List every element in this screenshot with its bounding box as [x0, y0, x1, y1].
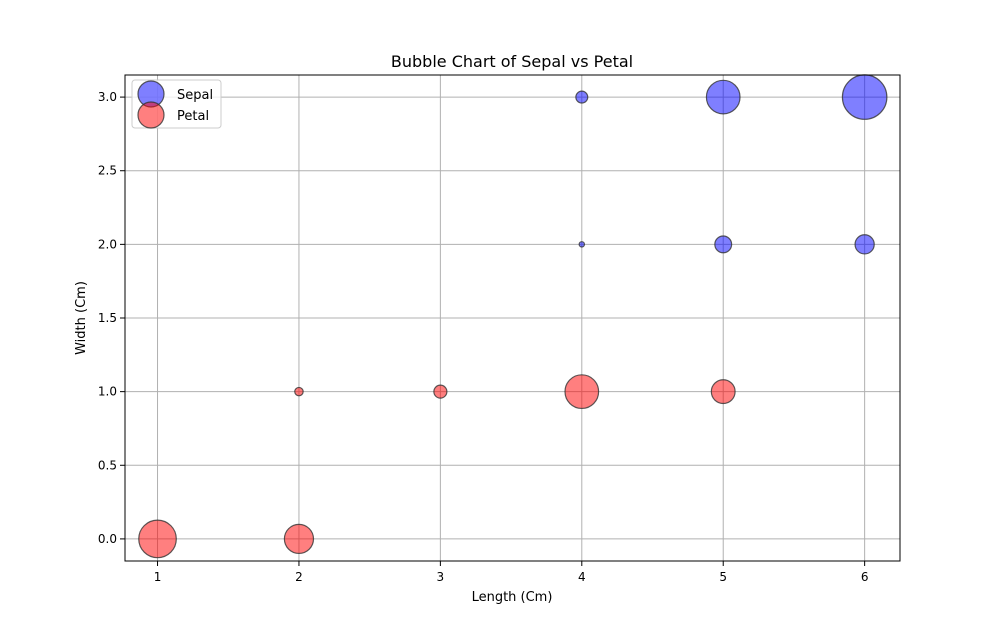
- y-tick-label: 1.5: [98, 311, 117, 325]
- grid-lines: [125, 75, 900, 561]
- x-tick-label: 2: [295, 570, 303, 584]
- petal-bubble: [710, 379, 736, 405]
- x-tick-label: 4: [578, 570, 586, 584]
- y-tick-label: 3.0: [98, 90, 117, 104]
- y-tick-label: 1.0: [98, 385, 117, 399]
- legend: Sepal Petal: [131, 79, 222, 129]
- petal-bubble: [433, 384, 448, 399]
- sepal-bubble: [714, 235, 733, 254]
- x-tick-label: 6: [861, 570, 869, 584]
- sepal-bubble: [575, 90, 589, 104]
- y-tick-label: 2.0: [98, 237, 117, 251]
- sepal-bubble: [841, 74, 888, 120]
- petal-bubble: [564, 374, 600, 410]
- sepal-bubble: [705, 79, 741, 115]
- y-axis-ticks: 0.0 0.5 1.0 1.5 2.0 2.5 3.0: [98, 90, 125, 546]
- petal-bubble: [283, 523, 315, 555]
- y-tick-label: 0.0: [98, 532, 117, 546]
- legend-label-petal: Petal: [177, 109, 209, 124]
- sepal-bubble: [854, 234, 875, 255]
- x-axis-label: Length (Cm): [472, 590, 553, 605]
- x-axis-ticks: 1 2 3 4 5 6: [154, 561, 869, 584]
- legend-marker-petal: [137, 101, 165, 129]
- legend-label-sepal: Sepal: [177, 88, 213, 103]
- x-tick-label: 5: [719, 570, 727, 584]
- chart-title: Bubble Chart of Sepal vs Petal: [391, 52, 633, 71]
- x-tick-label: 1: [154, 570, 162, 584]
- x-tick-label: 3: [437, 570, 445, 584]
- sepal-bubble: [578, 241, 586, 248]
- y-axis-label: Width (Cm): [74, 281, 89, 355]
- petal-bubble: [138, 519, 177, 559]
- petal-bubble: [294, 386, 304, 397]
- y-tick-label: 2.5: [98, 164, 117, 178]
- bubbles-layer: [138, 74, 888, 559]
- y-tick-label: 0.5: [98, 458, 117, 472]
